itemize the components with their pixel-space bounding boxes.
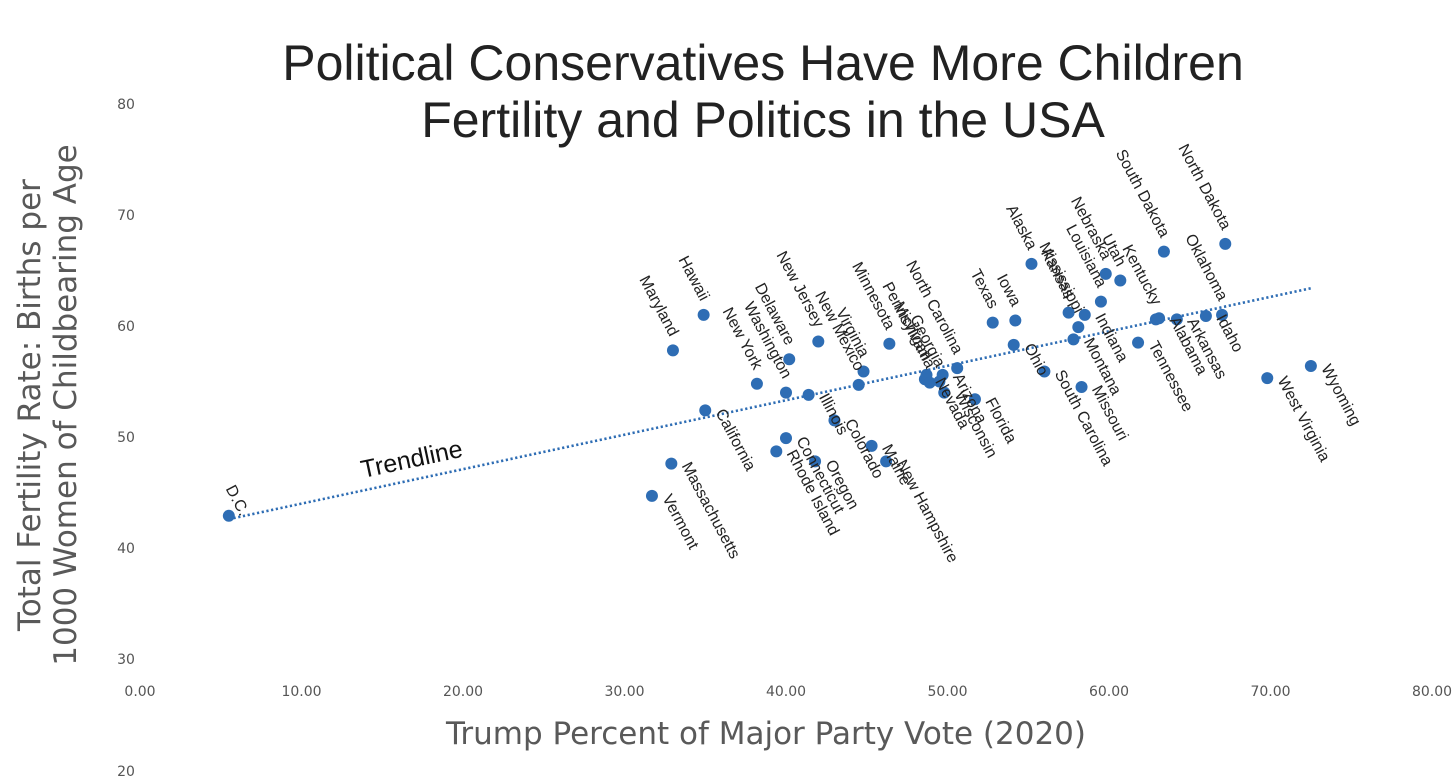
data-point-ohio (1007, 338, 1020, 351)
data-point-nebraska (1099, 267, 1112, 280)
data-point-pennsylvania (923, 376, 936, 389)
x-tick-label: 60.00 (1089, 684, 1129, 700)
x-tick-label: 40.00 (766, 684, 806, 700)
data-point-alabama (1153, 312, 1166, 325)
data-point-washington (780, 386, 792, 399)
data-point-florida (968, 393, 981, 406)
data-point-indiana (1078, 308, 1091, 321)
y-axis-ticks: 30 40 50 60 70 80 (117, 97, 135, 668)
trendline (228, 286, 1312, 521)
point-label-new-hampshire: New Hampshire (893, 457, 961, 566)
data-point-massachusetts (665, 457, 678, 470)
y-tick-label: 20 (117, 764, 135, 777)
y-tick-label: 50 (117, 430, 135, 446)
data-point-south-dakota (1157, 245, 1170, 258)
point-label-wyoming: Wyoming (1317, 362, 1363, 429)
data-point-new-york (750, 377, 763, 390)
data-point-illinois (802, 388, 815, 401)
x-axis-title: Trump Percent of Major Party Vote (2020) (445, 716, 1086, 752)
y-tick-label: 40 (117, 541, 135, 557)
data-point-texas (986, 316, 999, 329)
point-label-alaska: Alaska (1002, 202, 1040, 252)
data-point-arkansas (1170, 313, 1183, 326)
data-point-kansas (1062, 306, 1075, 319)
data-points (222, 237, 1317, 522)
point-label-north-dakota: North Dakota (1174, 142, 1233, 233)
data-point-missouri (1075, 381, 1088, 394)
chart-subtitle: Fertility and Politics in the USA (421, 92, 1105, 148)
data-point-maine (865, 439, 878, 452)
data-point-maryland (666, 344, 679, 357)
data-point-rhode-island (770, 445, 783, 458)
point-label-ohio: Ohio (1020, 341, 1051, 379)
y-tick-label: 80 (117, 97, 135, 113)
data-point-d-c (222, 509, 235, 522)
data-point-wisconsin (938, 386, 951, 399)
data-point-iowa (1009, 314, 1022, 327)
y-tick-label: 30 (117, 652, 135, 668)
data-point-arizona (936, 368, 949, 381)
data-point-hawaii (697, 308, 710, 321)
x-tick-label: 30.00 (604, 684, 644, 700)
data-point-mississippi (1072, 321, 1085, 334)
point-label-california: California (712, 406, 759, 474)
data-point-south-carolina (1038, 365, 1051, 378)
y-axis-title: Total Fertility Rate: Births per 1000 Wo… (12, 144, 84, 666)
x-tick-label: 0.00 (124, 684, 155, 700)
point-label-west-virginia: West Virginia (1274, 374, 1333, 465)
x-tick-label: 80.00 (1412, 684, 1452, 700)
y-axis-title-line-1: Total Fertility Rate: Births per (12, 179, 48, 632)
data-point-new-jersey (812, 335, 825, 348)
x-tick-label: 10.00 (281, 684, 321, 700)
point-label-south-dakota: South Dakota (1112, 147, 1173, 241)
data-point-new-hampshire (880, 455, 893, 468)
data-point-vermont (645, 489, 658, 502)
trendline-label: Trendline (358, 435, 465, 484)
data-point-california (699, 404, 712, 417)
data-point-connecticut (780, 432, 792, 445)
y-tick-label: 70 (117, 208, 135, 224)
data-point-idaho (1199, 310, 1212, 323)
data-point-colorado (828, 414, 841, 427)
data-point-tennessee (1132, 336, 1145, 349)
data-point-west-virginia (1261, 372, 1274, 385)
data-point-north-carolina (951, 362, 964, 375)
x-tick-label: 70.00 (1250, 684, 1290, 700)
data-point-montana (1067, 333, 1080, 346)
data-point-delaware (783, 353, 796, 366)
y-tick-label: 60 (117, 319, 135, 335)
chart-title: Political Conservatives Have More Childr… (282, 35, 1244, 91)
data-point-new-mexico (852, 378, 865, 391)
point-label-idaho: Idaho (1212, 312, 1246, 355)
x-axis-ticks: 0.00 10.00 20.00 30.00 40.00 50.00 60.00 70.00 8… (124, 684, 1452, 700)
data-point-oklahoma (1216, 308, 1229, 321)
data-point-louisiana (1094, 295, 1107, 308)
point-labels: D.C. VermontMassachusettsMarylandHawaiiCa… (222, 142, 1364, 566)
data-point-oregon (809, 455, 822, 468)
data-point-virginia (857, 365, 870, 378)
point-label-vermont: Vermont (658, 492, 701, 553)
point-label-hawaii: Hawaii (675, 253, 713, 303)
data-point-wyoming (1304, 359, 1317, 372)
data-point-alaska (1025, 257, 1038, 270)
data-point-minnesota (883, 337, 896, 350)
point-label-maryland: Maryland (636, 273, 682, 339)
point-label-texas: Texas (967, 267, 1002, 312)
data-point-north-dakota (1219, 237, 1232, 250)
y-axis-title-line-2: 1000 Women of Childbearing Age (48, 144, 84, 666)
data-point-utah (1114, 274, 1127, 287)
point-label-kentucky: Kentucky (1118, 242, 1164, 308)
x-tick-label: 20.00 (443, 684, 483, 700)
x-tick-label: 50.00 (927, 684, 967, 700)
